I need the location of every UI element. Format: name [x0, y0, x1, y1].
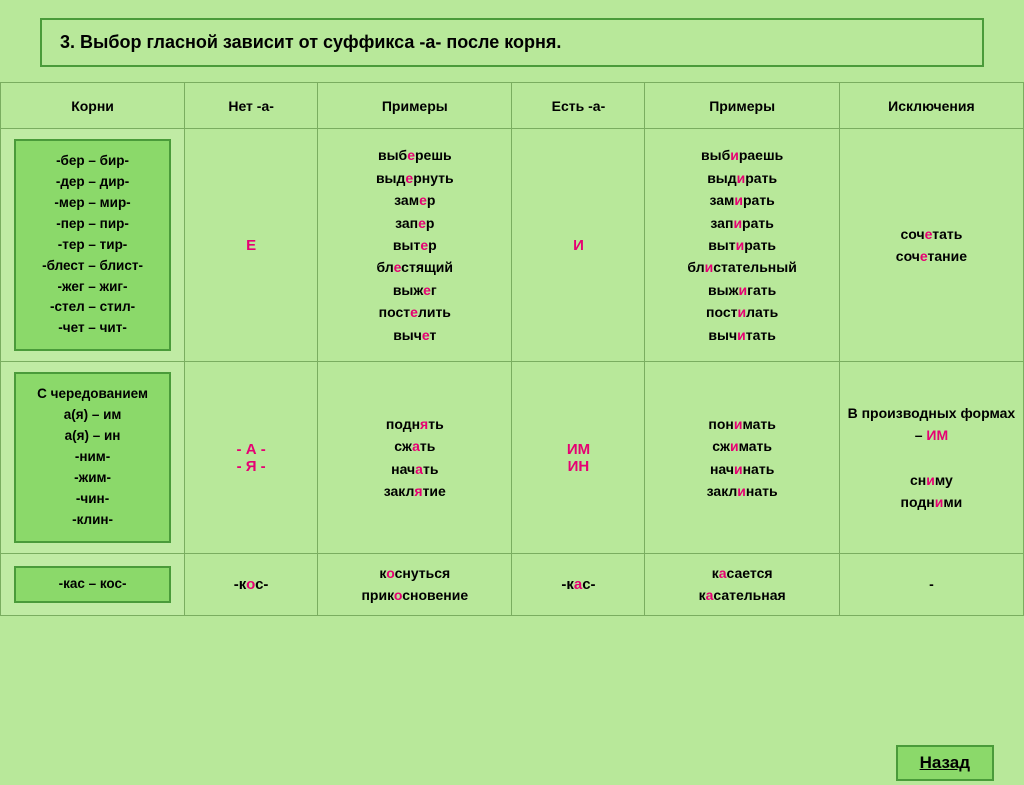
back-button[interactable]: Назад [896, 745, 994, 781]
cell-exc-3: - [839, 553, 1023, 615]
cell-exc-1: сочетатьсочетание [839, 129, 1023, 362]
cell-yes-a-3: -кас- [512, 553, 645, 615]
page-title: 3. Выбор гласной зависит от суффикса -а-… [40, 18, 984, 67]
header-examples1: Примеры [318, 83, 512, 129]
cell-no-a-2: - А -- Я - [185, 362, 318, 553]
header-roots: Корни [1, 83, 185, 129]
cell-ex-yes-3: касаетсякасательная [645, 553, 839, 615]
header-yes-a: Есть -а- [512, 83, 645, 129]
header-no-a: Нет -а- [185, 83, 318, 129]
roots-box-1: -бер – бир--дер – дир--мер – мир--пер – … [14, 139, 171, 351]
cell-no-a-1: Е [185, 129, 318, 362]
cell-yes-a-2: ИМИН [512, 362, 645, 553]
cell-ex-yes-2: пониматьсжиматьначинатьзаклинать [645, 362, 839, 553]
cell-yes-a-1: И [512, 129, 645, 362]
roots-box-3: -кас – кос- [14, 566, 171, 603]
cell-exc-2: В производных формах– ИМснимуподними [839, 362, 1023, 553]
cell-no-a-3: -кос- [185, 553, 318, 615]
cell-ex-no-1: выберешьвыдернутьзамерзапервытерблестящи… [318, 129, 512, 362]
table-row: -кас – кос- -кос- коснутьсяприкосновение… [1, 553, 1024, 615]
cell-ex-no-2: поднятьсжатьначатьзаклятие [318, 362, 512, 553]
cell-ex-yes-1: выбираешьвыдиратьзамиратьзапиратьвытират… [645, 129, 839, 362]
cell-ex-no-3: коснутьсяприкосновение [318, 553, 512, 615]
header-exceptions: Исключения [839, 83, 1023, 129]
table-row: С чередованиема(я) – има(я) – ин-ним--жи… [1, 362, 1024, 553]
main-table: Корни Нет -а- Примеры Есть -а- Примеры И… [0, 82, 1024, 616]
header-examples2: Примеры [645, 83, 839, 129]
roots-box-2: С чередованиема(я) – има(я) – ин-ним--жи… [14, 372, 171, 542]
table-row: -бер – бир--дер – дир--мер – мир--пер – … [1, 129, 1024, 362]
